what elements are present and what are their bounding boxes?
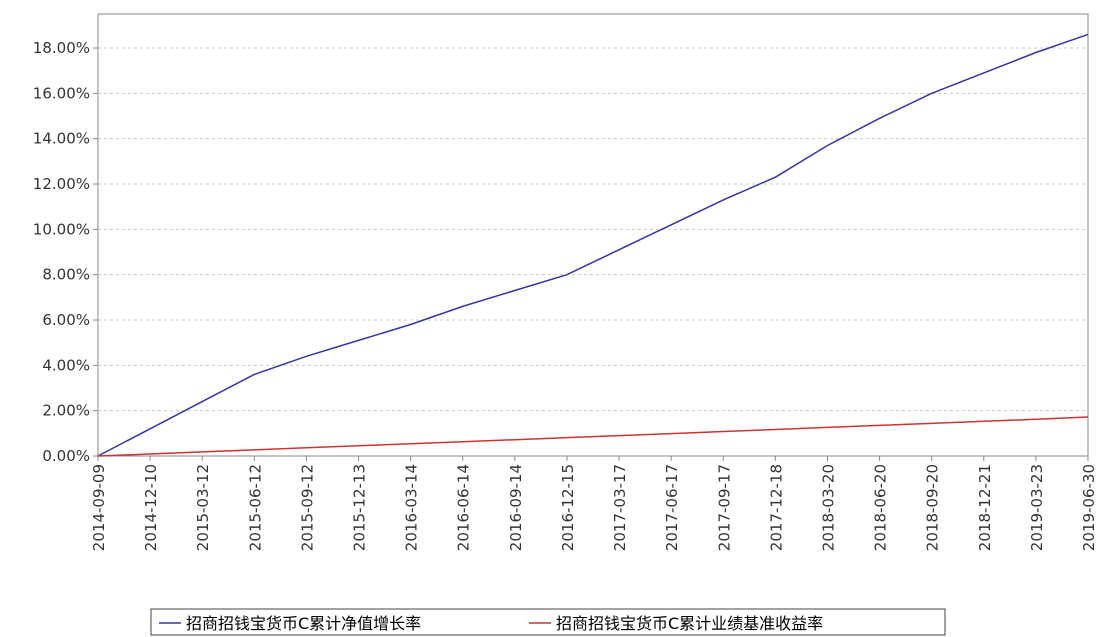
y-tick-label: 14.00% [33, 130, 90, 148]
y-tick-label: 8.00% [42, 266, 90, 284]
series-line-2 [97, 416, 1089, 457]
x-tick-label: 2019-03-23 [1028, 464, 1046, 551]
plot-area [97, 13, 1089, 457]
x-tick-label: 2016-12-15 [559, 464, 577, 551]
y-tick-label: 12.00% [33, 175, 90, 193]
x-tick-label: 2015-12-13 [351, 464, 369, 551]
y-tick-label: 2.00% [42, 402, 90, 420]
y-tick-label: 16.00% [33, 84, 90, 102]
x-tick-label: 2015-03-12 [194, 464, 212, 551]
x-tick-label: 2019-06-30 [1080, 464, 1098, 551]
x-tick-label: 2017-12-18 [767, 464, 785, 551]
y-tick-label: 0.00% [42, 447, 90, 465]
x-tick-label: 2014-12-10 [142, 464, 160, 551]
legend-box [150, 608, 946, 636]
x-tick-label: 2016-03-14 [403, 464, 421, 551]
x-tick-label: 2015-06-12 [246, 464, 264, 551]
x-tick-label: 2017-03-17 [611, 464, 629, 551]
x-tick-label: 2017-06-17 [663, 464, 681, 551]
y-axis-ticks: 0.00% 2.00% 4.00% 6.00% 8.00% 10.00% 12.00% 14.… [33, 39, 98, 465]
x-tick-label: 2016-09-14 [507, 464, 525, 551]
series-lines [97, 33, 1089, 457]
legend: 招商招钱宝货币C累计净值增长率 招商招钱宝货币C累计业绩基准收益率 [150, 608, 946, 636]
x-axis-ticks: 2014-09-09 2014-12-10 2015-03-12 2015-06-12… [90, 456, 1098, 551]
series-line-1 [97, 33, 1089, 457]
x-tick-label: 2018-09-20 [924, 464, 942, 551]
legend-label-series-2: 招商招钱宝货币C累计业绩基准收益率 [556, 614, 823, 633]
x-tick-label: 2014-09-09 [90, 464, 108, 551]
y-tick-label: 18.00% [33, 39, 90, 57]
x-tick-label: 2018-03-20 [819, 464, 837, 551]
x-tick-label: 2017-09-17 [715, 464, 733, 551]
y-tick-label: 10.00% [33, 220, 90, 238]
x-tick-label: 2016-06-14 [455, 464, 473, 551]
x-tick-label: 2015-09-12 [298, 464, 316, 551]
y-tick-label: 6.00% [42, 311, 90, 329]
x-tick-label: 2018-12-21 [976, 464, 994, 551]
y-tick-label: 4.00% [42, 356, 90, 374]
gridlines [98, 47, 1088, 412]
x-tick-label: 2018-06-20 [872, 464, 890, 551]
legend-label-series-1: 招商招钱宝货币C累计净值增长率 [186, 614, 421, 633]
